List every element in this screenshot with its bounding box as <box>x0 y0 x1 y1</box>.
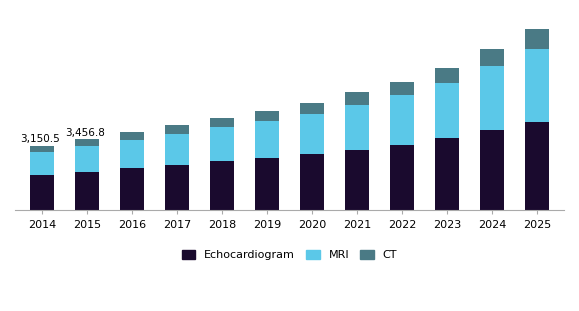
Bar <box>120 140 144 168</box>
Bar <box>345 92 369 105</box>
Bar <box>525 122 549 211</box>
Bar <box>210 118 234 127</box>
Bar <box>435 83 459 138</box>
Bar <box>164 134 189 165</box>
Bar <box>210 161 234 211</box>
Bar <box>30 152 54 175</box>
Text: 3,150.5: 3,150.5 <box>20 134 60 144</box>
Legend: Echocardiogram, MRI, CT: Echocardiogram, MRI, CT <box>178 245 401 265</box>
Bar <box>75 172 100 211</box>
Bar <box>30 175 54 211</box>
Bar <box>255 111 280 121</box>
Bar <box>75 139 100 146</box>
Bar <box>210 127 234 161</box>
Bar <box>164 126 189 134</box>
Bar <box>435 68 459 83</box>
Bar <box>255 158 280 211</box>
Bar <box>75 146 100 172</box>
Bar <box>390 95 415 145</box>
Bar <box>345 150 369 211</box>
Bar <box>435 138 459 211</box>
Bar <box>120 132 144 140</box>
Bar <box>390 145 415 211</box>
Bar <box>299 114 324 154</box>
Bar <box>255 121 280 158</box>
Bar <box>345 105 369 150</box>
Bar <box>30 146 54 152</box>
Bar <box>120 168 144 211</box>
Bar <box>479 67 504 130</box>
Text: 3,456.8: 3,456.8 <box>65 128 105 138</box>
Bar <box>479 130 504 211</box>
Bar <box>299 103 324 114</box>
Bar <box>299 154 324 211</box>
Bar <box>164 165 189 211</box>
Bar <box>525 29 549 49</box>
Bar <box>525 49 549 122</box>
Bar <box>390 82 415 95</box>
Bar <box>479 49 504 67</box>
